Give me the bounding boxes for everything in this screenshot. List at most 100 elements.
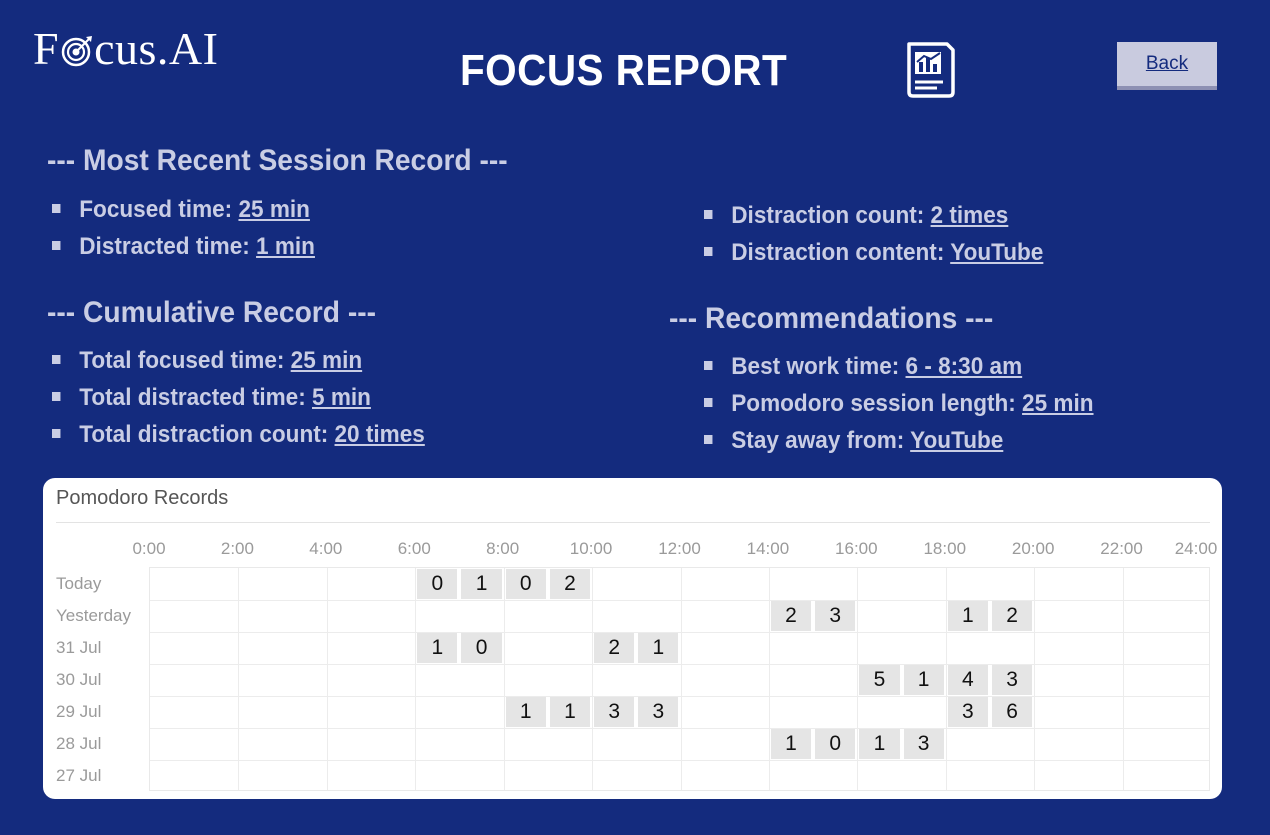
pomodoro-cell: 6: [991, 697, 1033, 727]
row-label: 30 Jul: [56, 670, 102, 689]
pomodoro-cell: 2: [549, 569, 591, 599]
cumulative-focused-label: Total focused time:: [79, 347, 291, 374]
pomodoro-cell: 2: [770, 601, 812, 631]
recent-count-value: 2 times: [930, 202, 1009, 229]
cumulative-distracted-item: Total distracted time: 5 min: [52, 384, 371, 412]
cumulative-heading: --- Cumulative Record ---: [47, 296, 377, 329]
pomodoro-cell: 3: [815, 601, 856, 631]
recent-content-value: YouTube: [950, 239, 1044, 266]
row-label: 27 Jul: [56, 766, 102, 785]
recent-content-item: Distraction content: YouTube: [704, 239, 1043, 267]
grid-vline: [503, 568, 505, 790]
target-icon: [61, 36, 93, 67]
x-tick-label: 8:00: [486, 539, 520, 558]
chart-title: Pomodoro Records: [56, 487, 229, 509]
pomodoro-cell: 0: [815, 729, 856, 759]
pomodoro-cell: 1: [947, 601, 988, 631]
bullet: [704, 361, 713, 371]
row-label: 31 Jul: [56, 638, 102, 657]
recent-distracted-item: Distracted time: 1 min: [52, 233, 315, 261]
cumulative-distracted-label: Total distracted time:: [79, 384, 312, 411]
grid-vline: [768, 568, 770, 790]
recommend-best-label: Best work time:: [731, 353, 906, 380]
cumulative-count-item: Total distraction count: 20 times: [52, 421, 425, 449]
pomodoro-cell: 1: [417, 633, 458, 663]
pomodoro-cell: 1: [859, 729, 900, 759]
pomodoro-chart-card: Pomodoro Records 0:00 2:00 4:00 6:00 8:00 10:…: [43, 478, 1222, 799]
x-tick-label: 4:00: [309, 539, 343, 558]
grid-vline: [326, 568, 328, 790]
bullet: [52, 355, 61, 365]
grid-vline: [945, 568, 947, 790]
pomodoro-cell: 0: [417, 569, 458, 599]
page-title: FOCUS REPORT: [460, 46, 788, 95]
x-tick-label: 24:00: [1174, 539, 1218, 558]
pomodoro-cell: 3: [991, 665, 1033, 695]
recommend-best-value: 6 - 8:30 am: [905, 353, 1023, 380]
report-icon: [907, 42, 955, 98]
row-label: Today: [56, 574, 102, 593]
pomodoro-cell: 0: [505, 569, 546, 599]
x-tick-label: 12:00: [658, 539, 701, 558]
pomodoro-cell: 1: [461, 569, 502, 599]
back-button[interactable]: Back: [1117, 42, 1217, 90]
grid-vline: [1122, 568, 1124, 790]
pomodoro-cell: 1: [903, 665, 944, 695]
bullet: [704, 247, 713, 257]
pomodoro-cell: 5: [859, 665, 900, 695]
bullet: [704, 398, 713, 408]
row-label: 28 Jul: [56, 734, 102, 753]
cumulative-focused-item: Total focused time: 25 min: [52, 347, 362, 375]
grid-vline: [238, 568, 240, 790]
pomodoro-cell: 3: [947, 697, 988, 727]
pomodoro-cell: 3: [638, 697, 679, 727]
recent-focused-item: Focused time: 25 min: [52, 196, 310, 224]
logo-text: cus.AI: [94, 23, 219, 74]
logo-letter-f: F: [33, 23, 60, 74]
x-tick-label: 16:00: [835, 539, 878, 558]
x-tick-label: 20:00: [1011, 539, 1055, 558]
pomodoro-cell: 2: [594, 633, 635, 663]
recent-distracted-label: Distracted time:: [79, 233, 257, 260]
pomodoro-cell: 3: [903, 729, 944, 759]
recommend-pomodoro-label: Pomodoro session length:: [731, 390, 1023, 417]
recommend-best-item: Best work time: 6 - 8:30 am: [704, 353, 1022, 381]
grid-hline: [150, 760, 1209, 761]
x-tick-label: 0:00: [132, 539, 166, 558]
grid-vline: [415, 568, 417, 790]
x-tick-label: 10:00: [569, 539, 613, 558]
pomodoro-cell: 2: [991, 601, 1033, 631]
recommend-stay-value: YouTube: [910, 427, 1004, 454]
grid-vline: [857, 568, 859, 790]
recommend-stay-item: Stay away from: YouTube: [704, 427, 1003, 455]
row-label: Yesterday: [56, 606, 131, 625]
focus-ai-logo: F cus.AI: [33, 26, 218, 72]
bullet: [704, 210, 713, 220]
cumulative-focused-value: 25 min: [290, 347, 363, 374]
recent-focused-label: Focused time:: [79, 196, 239, 223]
recent-count-label: Distraction count:: [731, 202, 931, 229]
recent-session-heading: --- Most Recent Session Record ---: [47, 144, 508, 177]
grid-hline: [150, 632, 1209, 633]
bullet: [704, 435, 713, 445]
recent-focused-value: 25 min: [238, 196, 310, 223]
chart-divider: [56, 522, 1210, 523]
pomodoro-cell: 1: [770, 729, 812, 759]
recent-distracted-value: 1 min: [256, 233, 315, 260]
recommend-stay-label: Stay away from:: [731, 427, 911, 454]
grid-vline: [1034, 568, 1036, 790]
recommend-pomodoro-value: 25 min: [1022, 390, 1094, 417]
pomodoro-cell: 1: [638, 633, 679, 663]
bullet: [52, 429, 61, 439]
bullet: [52, 392, 61, 402]
grid-vline: [592, 568, 594, 790]
x-tick-label: 14:00: [746, 539, 790, 558]
grid-hline: [150, 728, 1209, 729]
pomodoro-cell: 4: [947, 665, 988, 695]
x-tick-label: 18:00: [923, 539, 967, 558]
recent-content-label: Distraction content:: [731, 239, 951, 266]
recommendations-heading: --- Recommendations ---: [669, 302, 994, 335]
x-tick-label: 6:00: [397, 539, 431, 558]
recent-count-item: Distraction count: 2 times: [704, 202, 1008, 230]
